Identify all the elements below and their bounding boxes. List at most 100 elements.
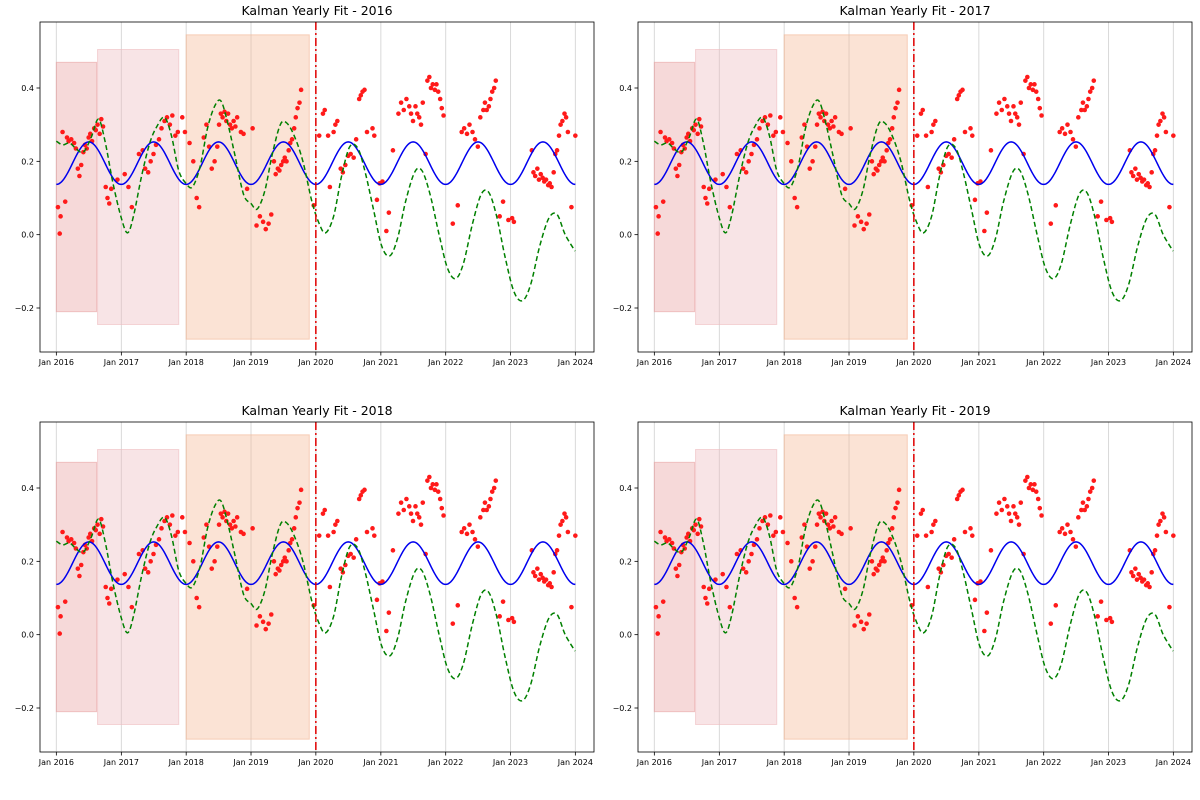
observation-point [187,540,192,546]
observation-point [148,559,153,564]
observation-point [271,159,277,164]
observation-point [1084,104,1090,109]
observation-point [656,614,661,619]
observation-point [71,540,77,546]
observation-point [531,170,536,175]
observation-point [1006,511,1012,516]
observation-point [170,113,175,118]
observation-point [1012,511,1018,516]
y-tick-label: −0.2 [15,304,34,313]
observation-point [1076,515,1081,520]
axes-frame [39,21,595,353]
observation-point [1035,496,1041,502]
observation-point [777,515,783,520]
observation-point [441,513,446,518]
observation-point [536,177,542,182]
observation-point [289,137,295,142]
observation-point [962,129,968,135]
observation-point [842,586,848,592]
observation-point [327,184,333,190]
shaded-region [97,449,180,725]
observation-point [792,595,797,601]
observation-point [298,87,304,93]
x-tick-label: Jan 2019 [232,758,268,767]
chart-title: Kalman Yearly Fit - 2018 [241,403,392,418]
observation-point [340,170,346,175]
observation-point [58,214,63,219]
observation-point [823,511,829,516]
observation-point [855,214,861,219]
observation-point [316,533,322,538]
observation-point [746,559,751,564]
observation-point [151,551,156,557]
observation-point [994,111,999,116]
x-tick-label: Jan 2016 [636,358,672,367]
observation-point [106,201,112,206]
observation-point [370,526,375,531]
observation-point [1091,478,1097,483]
x-tick-label: Jan 2024 [1155,358,1191,367]
observation-point [464,131,470,137]
observation-point [785,540,790,546]
observation-point [95,522,100,527]
observation-point [554,548,560,553]
observation-point [1134,577,1140,582]
observation-point [1141,177,1147,182]
observation-point [1156,522,1161,527]
observation-point [170,513,175,518]
observation-point [489,489,495,494]
observation-point [475,144,481,149]
observation-point [209,566,215,571]
x-tick-label: Jan 2022 [427,758,463,767]
observation-point [563,515,569,520]
chart-panel-1: Kalman Yearly Fit - 2016 Jan 2016 Jan 2017… [15,3,595,367]
observation-point [201,135,207,140]
observation-point [1006,111,1012,116]
observation-point [284,159,289,164]
observation-point [278,162,284,168]
observation-point [145,170,151,175]
observation-point [335,518,340,524]
observation-point [788,159,794,164]
observation-point [295,105,300,111]
observation-point [984,610,990,615]
observation-point [1023,78,1028,83]
y-tick-label: 0.4 [619,84,632,93]
observation-point [839,131,844,137]
observation-point [1028,82,1034,87]
observation-point [1080,100,1086,105]
observation-point [832,515,838,520]
x-tick-label: Jan 2016 [38,758,74,767]
observation-point [142,566,148,571]
observation-point [1145,581,1151,586]
observation-point [434,82,439,87]
observation-point [891,515,897,520]
observation-point [414,511,420,516]
observation-point [889,126,895,131]
observation-point [875,568,880,573]
observation-point [1158,518,1163,524]
x-tick-label: Jan 2019 [830,358,866,367]
observation-point [108,586,114,592]
observation-point [437,96,443,102]
observation-point [693,122,698,127]
observation-point [196,604,202,610]
observation-point [540,575,545,581]
shaded-region [185,434,310,740]
observation-point [386,610,392,615]
observation-point [658,129,663,135]
y-tick-label: −0.2 [613,304,632,313]
observation-point [743,570,749,575]
observation-point [234,115,240,120]
observation-point [816,111,822,116]
observation-point [1065,122,1070,127]
observation-point [1167,204,1172,210]
observation-point [506,217,511,223]
observation-point [201,535,207,540]
observation-point [923,533,929,538]
observation-point [254,623,259,628]
observation-point [1008,518,1014,524]
observation-point [268,212,274,217]
observation-point [994,511,999,516]
observation-point [951,537,957,542]
